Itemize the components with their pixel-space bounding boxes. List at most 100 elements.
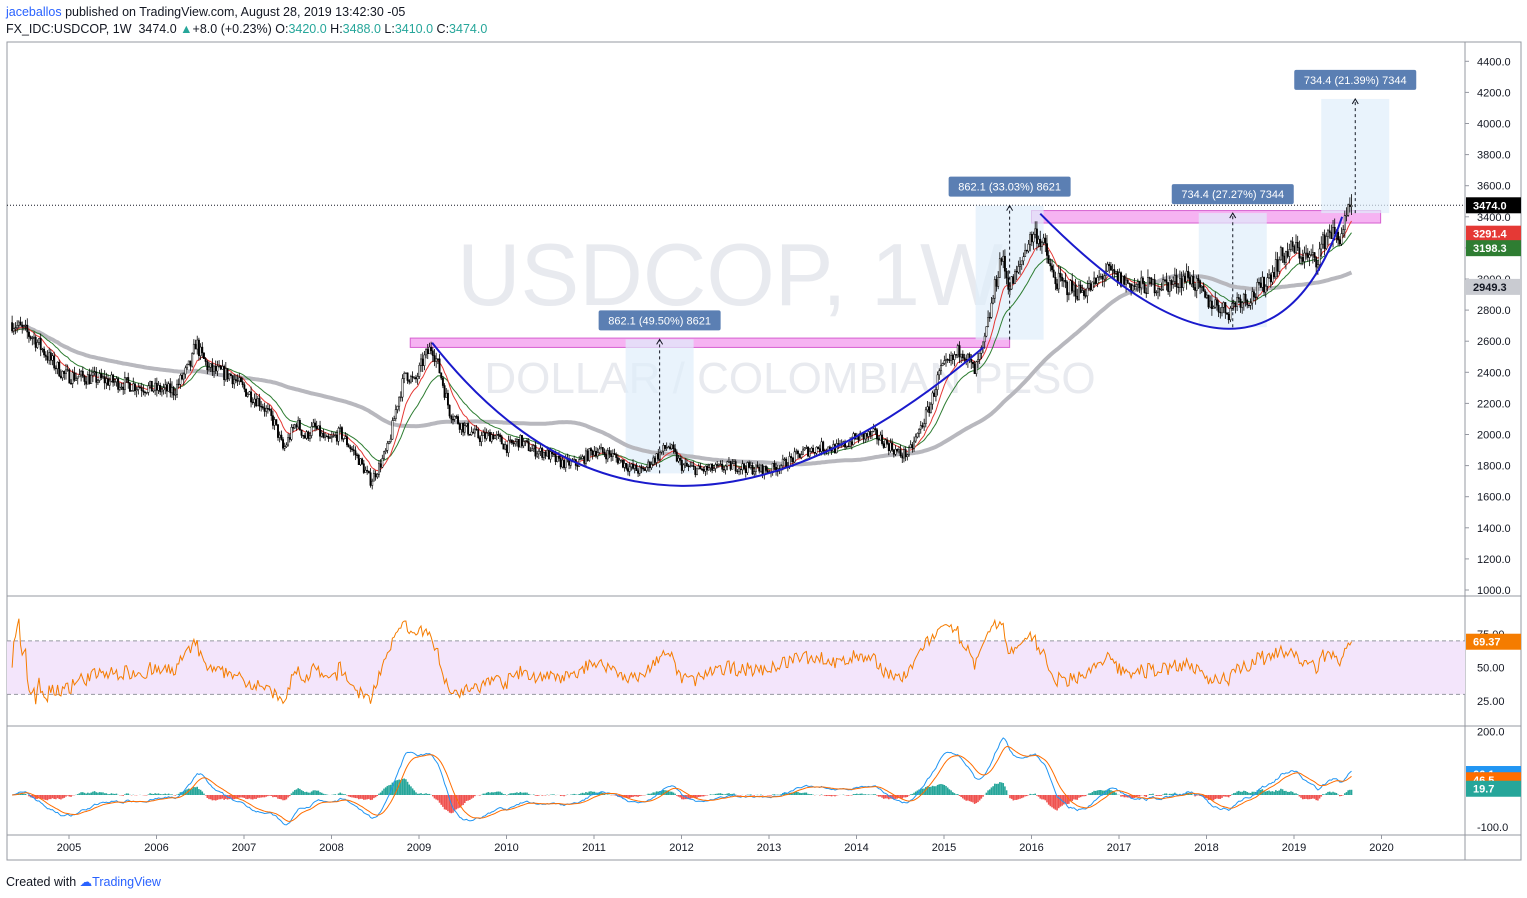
candle-body — [431, 350, 434, 356]
macd-histogram-bar — [1150, 794, 1153, 795]
macd-histogram-bar — [1259, 789, 1262, 795]
macd-histogram-bar — [463, 795, 466, 804]
candle-body — [630, 463, 633, 468]
macd-histogram-bar — [783, 792, 786, 795]
candle-body — [117, 378, 120, 390]
candle-body — [685, 462, 688, 467]
macd-histogram-bar — [972, 795, 974, 803]
measurement-labels: 862.1 (49.50%) 8621 862.1 (33.03%) 8621 73… — [598, 69, 1417, 331]
candle-body — [271, 415, 274, 426]
macd-histogram-bar — [1052, 795, 1055, 809]
candle-body — [335, 434, 338, 442]
candle-body — [475, 428, 478, 431]
macd-histogram-bar — [1190, 793, 1193, 795]
macd-histogram-bar — [1189, 793, 1191, 795]
macd-histogram-bar — [502, 794, 505, 795]
candle-body — [159, 385, 162, 393]
candle-body — [297, 419, 300, 428]
candle-body — [781, 458, 784, 467]
macd-histogram-bar — [948, 789, 951, 795]
macd-histogram-bar — [246, 795, 249, 800]
macd-histogram-bar — [1231, 794, 1233, 795]
macd-histogram-bar — [1165, 793, 1168, 795]
candle-body — [1311, 252, 1314, 255]
candle-body — [1237, 297, 1240, 300]
candle-body — [532, 445, 535, 450]
time-tick-label: 2012 — [669, 842, 693, 854]
macd-histogram-bar — [455, 795, 458, 810]
candle-body — [455, 416, 458, 418]
candle-body — [1000, 258, 1003, 262]
macd-histogram-bar — [655, 791, 658, 795]
candle-body — [616, 457, 619, 464]
macd-histogram-bar — [304, 792, 306, 795]
macd-histogram-bar — [1345, 792, 1348, 795]
tradingview-link[interactable]: TradingView — [92, 875, 161, 889]
candle-body — [182, 373, 185, 380]
macd-histogram-bar — [701, 795, 703, 797]
macd-histogram-bar — [1232, 793, 1235, 795]
candle-body — [1308, 254, 1311, 258]
candle-body — [1067, 293, 1070, 296]
macd-histogram-bar — [980, 795, 983, 799]
candle-body — [11, 322, 14, 332]
time-tick-label: 2017 — [1107, 842, 1131, 854]
candle-body — [1246, 300, 1249, 306]
candle-body — [1059, 272, 1062, 278]
macd-histogram-bar — [985, 792, 988, 795]
macd-histogram-bar — [105, 793, 108, 795]
candle-body — [315, 426, 318, 430]
macd-histogram-bar — [1276, 791, 1279, 795]
candle-body — [1145, 292, 1148, 294]
candle-body — [253, 398, 256, 404]
macd-histogram-bar — [406, 781, 409, 795]
candle-body — [748, 462, 751, 468]
macd-histogram-bar — [1162, 794, 1164, 795]
candle-body — [1340, 233, 1343, 245]
candle-body — [534, 445, 537, 457]
candle-body — [226, 368, 229, 380]
symbol-label[interactable]: FX_IDC:USDCOP, 1W — [6, 22, 132, 36]
candle-body — [598, 448, 601, 453]
macd-histogram-bar — [1064, 795, 1067, 804]
candle-body — [502, 443, 505, 450]
candle-body — [1015, 270, 1018, 273]
macd-histogram-bar — [521, 792, 523, 795]
macd-histogram-bar — [1148, 794, 1151, 795]
macd-histogram-bar — [162, 794, 165, 795]
candle-body — [1093, 277, 1096, 283]
macd-histogram-bar — [354, 795, 357, 799]
candle-body — [1130, 283, 1133, 292]
macd-histogram-bar — [1338, 795, 1341, 797]
candle-body — [314, 422, 316, 427]
candle-body — [1108, 263, 1111, 267]
price-tick-label: 3600.0 — [1477, 181, 1511, 193]
macd-histogram-bar — [598, 792, 601, 795]
macd-histogram-bar — [191, 788, 193, 795]
macd-histogram-bar — [1268, 790, 1270, 795]
macd-histogram-bar — [585, 792, 587, 795]
macd-histogram-bar — [995, 783, 998, 795]
macd-histogram-bar — [1130, 795, 1132, 799]
measure-label-4: 734.4 (21.39%) 7344 — [1304, 75, 1407, 87]
macd-histogram-bar — [50, 795, 52, 800]
candle-body — [1035, 228, 1038, 244]
candle-body — [1120, 272, 1122, 287]
macd-histogram-bar — [213, 795, 215, 801]
candle-body — [177, 383, 180, 386]
candle-body — [1296, 241, 1299, 248]
candle-body — [909, 444, 912, 448]
candle-body — [1079, 284, 1082, 293]
candle-body — [149, 380, 152, 387]
candle-body — [1111, 269, 1114, 271]
candle-body — [1103, 275, 1106, 280]
candle-body — [1197, 278, 1200, 281]
candle-body — [1074, 284, 1077, 297]
candle-body — [1012, 276, 1015, 284]
candle-body — [1281, 247, 1284, 257]
candle-body — [457, 416, 459, 424]
candle-body — [219, 365, 222, 370]
macd-histogram-bar — [834, 795, 836, 797]
author-link[interactable]: jaceballos — [6, 5, 62, 19]
